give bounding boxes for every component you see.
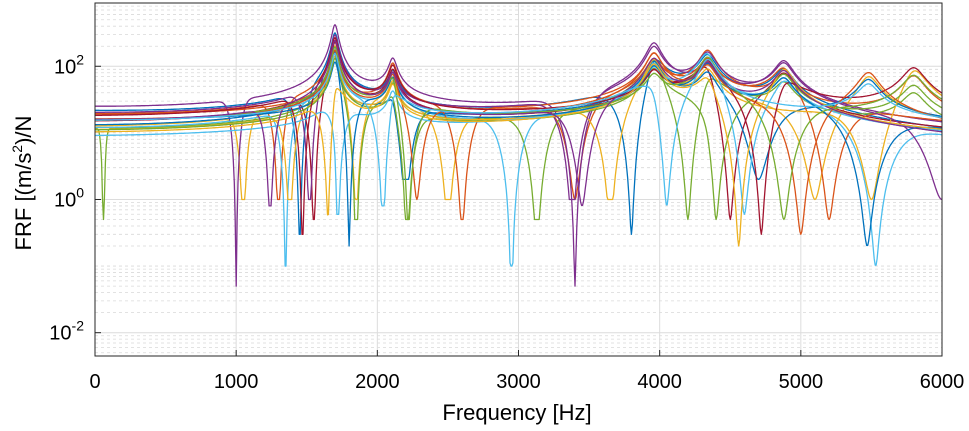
x-tick-label: 2000	[355, 371, 400, 393]
y-tick-label: 10-2	[49, 318, 84, 345]
y-axis-label-exponent: 2	[9, 145, 25, 153]
data-lines	[95, 24, 943, 287]
x-tick-label: 0	[89, 371, 100, 393]
x-axis-label: Frequency [Hz]	[442, 400, 591, 425]
frf-series-line	[95, 63, 942, 247]
frf-series-line	[95, 39, 943, 207]
y-axis-label-prefix: FRF [(m/s	[11, 153, 36, 251]
frf-series-line	[95, 51, 943, 247]
y-axis-label: FRF [(m/s2)/N	[9, 116, 36, 251]
frf-series-line	[95, 52, 943, 207]
frf-series-line	[95, 37, 943, 235]
x-tick-label: 6000	[920, 371, 965, 393]
y-tick-label: 102	[54, 51, 84, 78]
frf-series-line	[95, 24, 943, 287]
x-tick-label: 4000	[637, 371, 682, 393]
x-tick-label: 1000	[214, 371, 259, 393]
y-axis-label-suffix: )/N	[11, 116, 36, 145]
frf-series-line	[95, 50, 943, 221]
y-tick-labels: 10-2 100 102	[49, 51, 101, 345]
frf-series-line	[95, 34, 943, 201]
x-tick-label: 3000	[496, 371, 541, 393]
x-tick-labels: 0 1000 2000 3000 4000 5000 6000	[89, 350, 964, 393]
y-tick-label: 100	[54, 184, 84, 211]
x-tick-label: 5000	[779, 371, 824, 393]
